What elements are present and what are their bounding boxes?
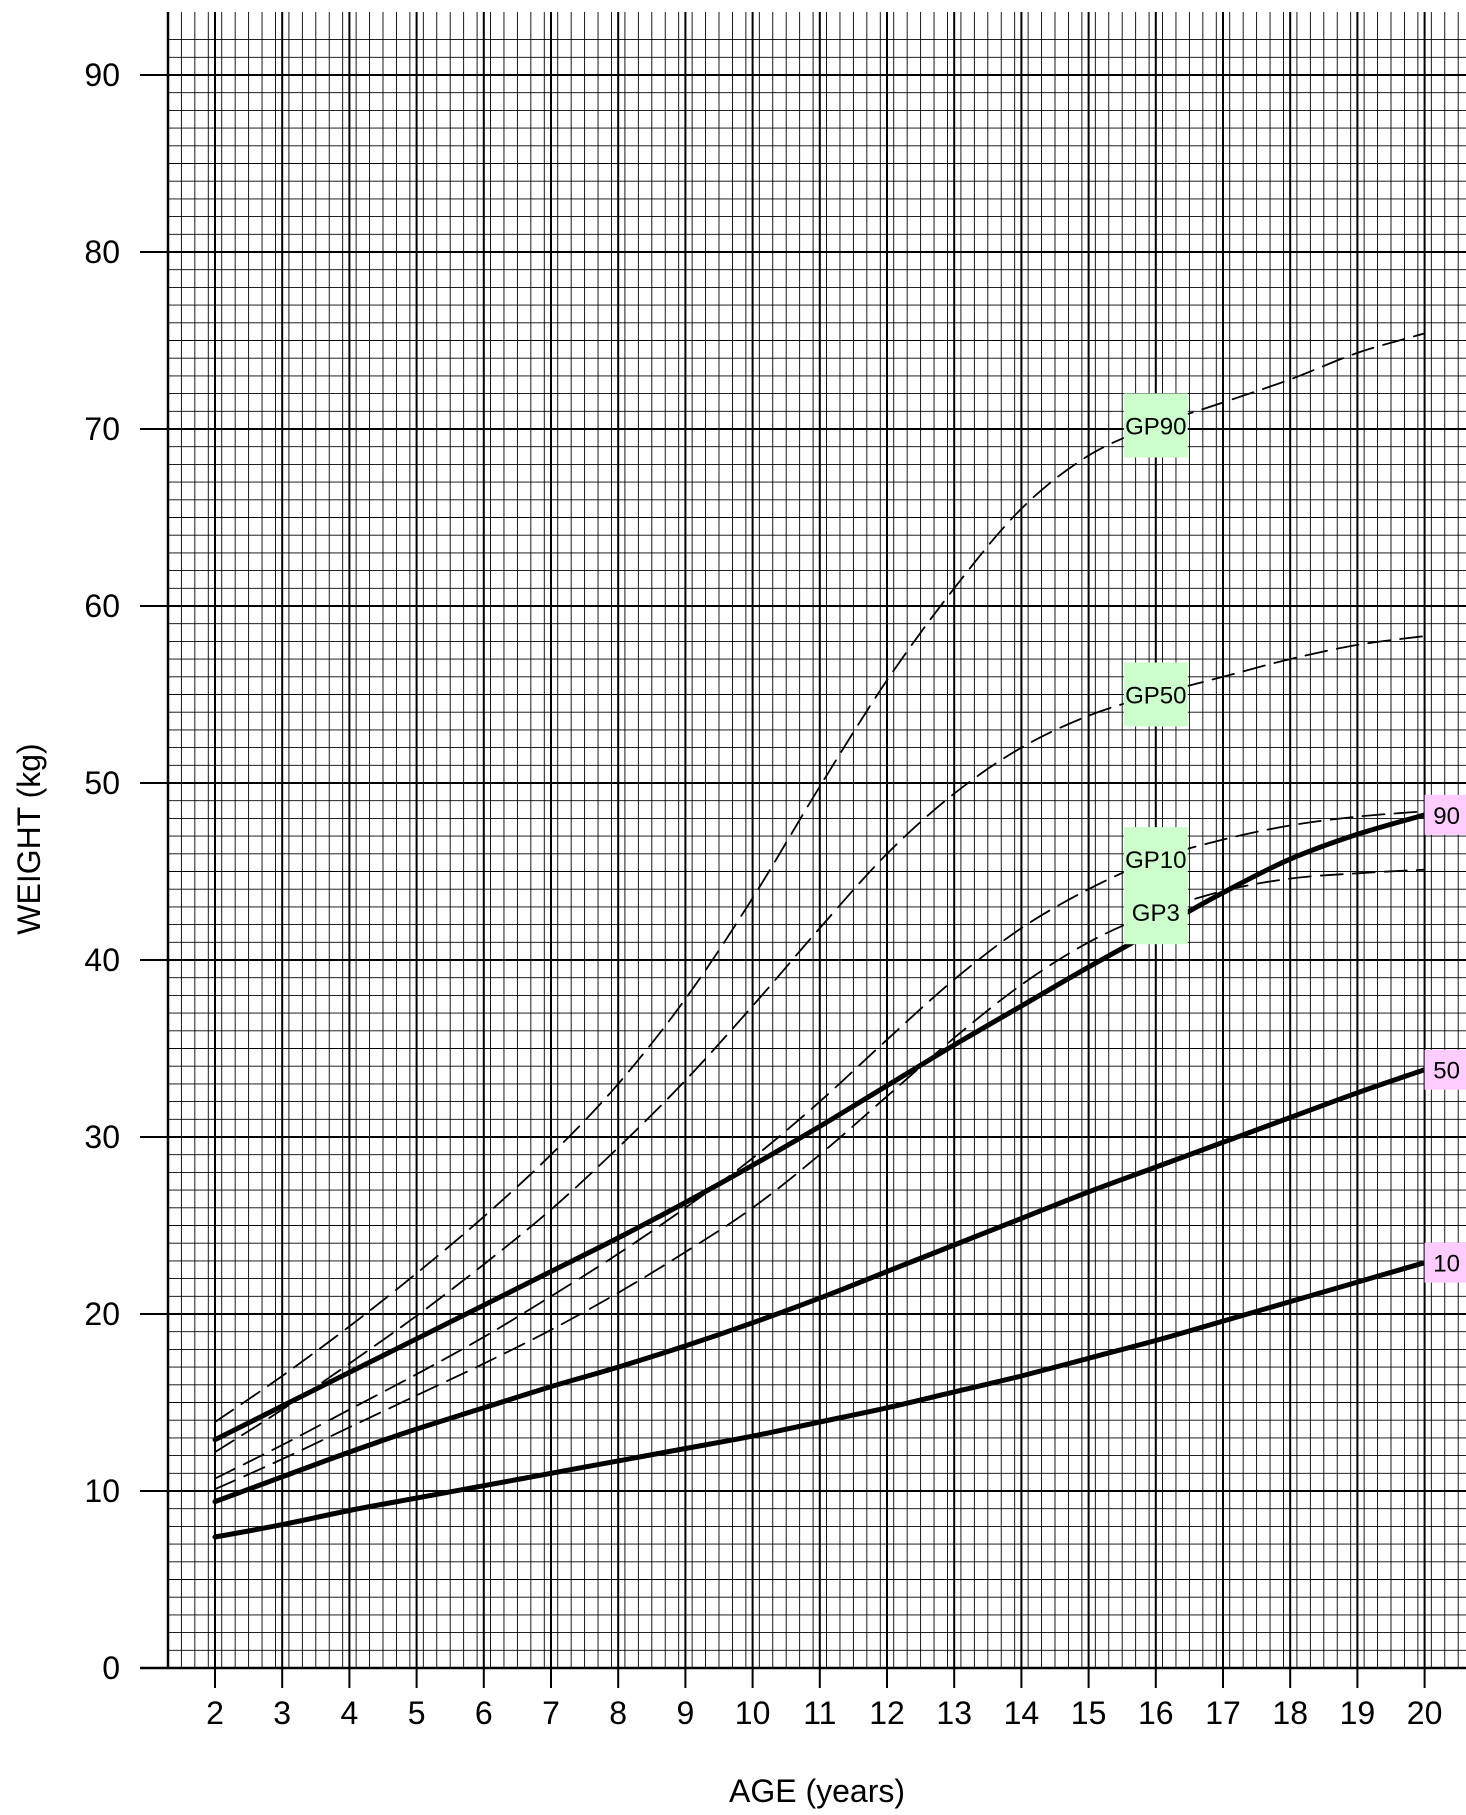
series-gp90-line (214, 332, 1426, 1423)
series-50-label-text: 50 (1433, 1058, 1460, 1085)
series-gp50-label-box (1123, 662, 1188, 727)
series-90-label-box (1424, 794, 1466, 835)
x-tick-label: 4 (341, 1695, 359, 1731)
series-90-line (212, 812, 1428, 1443)
y-tick-label: 50 (84, 765, 120, 801)
y-tick-label: 20 (84, 1296, 120, 1332)
y-tick-label: 70 (84, 411, 120, 447)
x-tick-label: 6 (475, 1695, 493, 1731)
x-axis-title: AGE (years) (729, 1773, 905, 1809)
x-tick-label: 2 (206, 1695, 224, 1731)
series-10-line (212, 1260, 1428, 1540)
x-tick-label: 17 (1205, 1695, 1241, 1731)
series-gp50-label-text: GP50 (1125, 683, 1186, 710)
x-tick-label: 16 (1138, 1695, 1174, 1731)
y-tick-label: 80 (84, 234, 120, 270)
x-tick-label: 15 (1071, 1695, 1107, 1731)
series-gp50-label: GP50 (1123, 662, 1188, 727)
x-tick-label: 14 (1004, 1695, 1040, 1731)
x-tick-label: 9 (677, 1695, 695, 1731)
series-10-label: 10 (1424, 1242, 1466, 1283)
x-tick-label: 3 (273, 1695, 291, 1731)
y-tick-label: 90 (84, 57, 120, 93)
series-gp90-label: GP90 (1123, 393, 1188, 458)
series-10-label-text: 10 (1433, 1251, 1460, 1278)
series-90-label-text: 90 (1433, 803, 1460, 830)
y-tick-labels: 0 10 20 30 40 50 60 70 80 90 (84, 57, 120, 1686)
y-tick-label: 30 (84, 1119, 120, 1155)
x-tick-label: 19 (1340, 1695, 1376, 1731)
x-tick-label: 7 (542, 1695, 560, 1731)
y-tick-label: 40 (84, 942, 120, 978)
y-axis-title: WEIGHT (kg) (11, 743, 47, 934)
x-tick-label: 12 (869, 1695, 905, 1731)
series-50-line (212, 1067, 1428, 1505)
y-tick-label: 10 (84, 1473, 120, 1509)
series-gp3-label-box (1123, 880, 1188, 945)
x-tick-label: 20 (1407, 1695, 1443, 1731)
y-tick-label: 60 (84, 588, 120, 624)
series-labels: 90 50 10 GP90 GP50 GP10 GP3 (1123, 393, 1466, 1283)
x-tick-label: 10 (735, 1695, 771, 1731)
series-gp90-label-box (1123, 393, 1188, 458)
series-gp10-label-text: GP10 (1125, 847, 1186, 874)
y-tick-label: 0 (102, 1650, 120, 1686)
series-gp3-line (214, 868, 1426, 1491)
series-gp10-line (214, 810, 1426, 1480)
series-50-label-box (1424, 1049, 1466, 1090)
x-tick-labels: 2 3 4 5 6 7 8 9 10 11 12 13 14 15 16 17 18 19 20 (206, 1695, 1442, 1731)
axes (140, 12, 1466, 1688)
series-50-label: 50 (1424, 1049, 1466, 1090)
x-tick-label: 5 (408, 1695, 426, 1731)
x-tick-label: 11 (803, 1695, 836, 1731)
major-grid (168, 12, 1466, 1669)
series-gp3-label-text: GP3 (1132, 900, 1180, 927)
series-10-label-box (1424, 1242, 1466, 1283)
x-tick-label: 18 (1272, 1695, 1308, 1731)
x-tick-label: 8 (609, 1695, 627, 1731)
series-gp90-label-text: GP90 (1125, 413, 1186, 440)
series-gp50-line (214, 635, 1426, 1453)
x-tick-label: 13 (936, 1695, 972, 1731)
series-gp3-label: GP3 (1123, 880, 1188, 945)
series-90-label: 90 (1424, 794, 1466, 835)
series-lines (212, 332, 1428, 1540)
